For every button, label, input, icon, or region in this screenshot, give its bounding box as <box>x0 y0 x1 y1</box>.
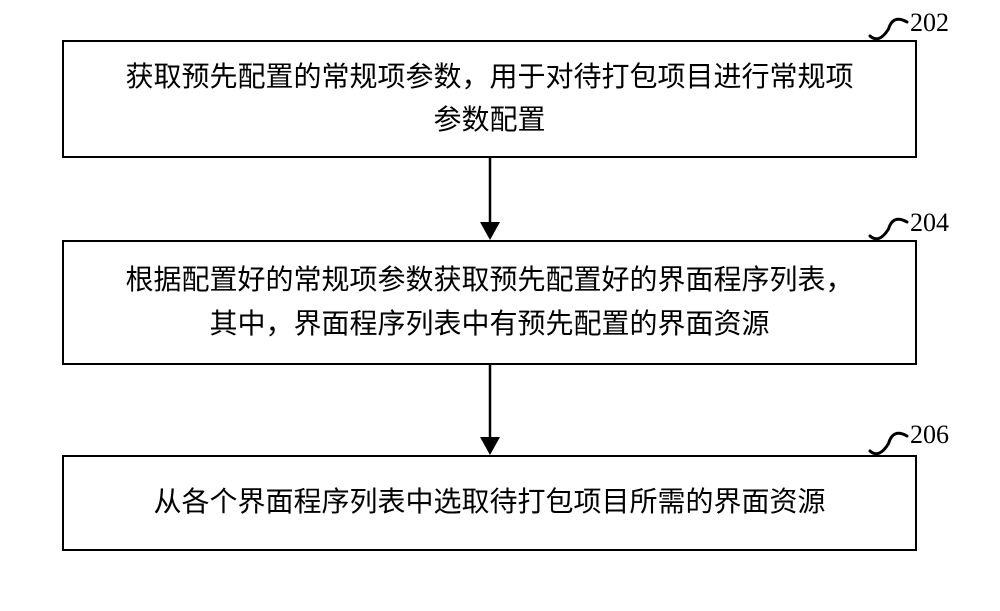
callout-line <box>865 9 912 41</box>
flowchart-canvas: 获取预先配置的常规项参数，用于对待打包项目进行常规项 参数配置 202 根据配置好的… <box>0 0 1000 611</box>
callout-line <box>865 209 912 241</box>
flow-node-label: 206 <box>910 420 949 450</box>
flow-arrow <box>470 365 510 455</box>
flow-node-label: 204 <box>910 208 949 238</box>
flow-arrow <box>470 158 510 240</box>
flow-node-n1: 获取预先配置的常规项参数，用于对待打包项目进行常规项 参数配置 <box>62 40 917 158</box>
callout-line <box>865 423 912 456</box>
flow-node-n2: 根据配置好的常规项参数获取预先配置好的界面程序列表， 其中，界面程序列表中有预先… <box>62 240 917 365</box>
flow-node-n3: 从各个界面程序列表中选取待打包项目所需的界面资源 <box>62 455 917 551</box>
flow-node-text: 获取预先配置的常规项参数，用于对待打包项目进行常规项 参数配置 <box>125 56 853 143</box>
flow-node-text: 从各个界面程序列表中选取待打包项目所需的界面资源 <box>153 481 825 524</box>
flow-node-label: 202 <box>910 8 949 38</box>
flow-node-text: 根据配置好的常规项参数获取预先配置好的界面程序列表， 其中，界面程序列表中有预先… <box>125 259 853 346</box>
